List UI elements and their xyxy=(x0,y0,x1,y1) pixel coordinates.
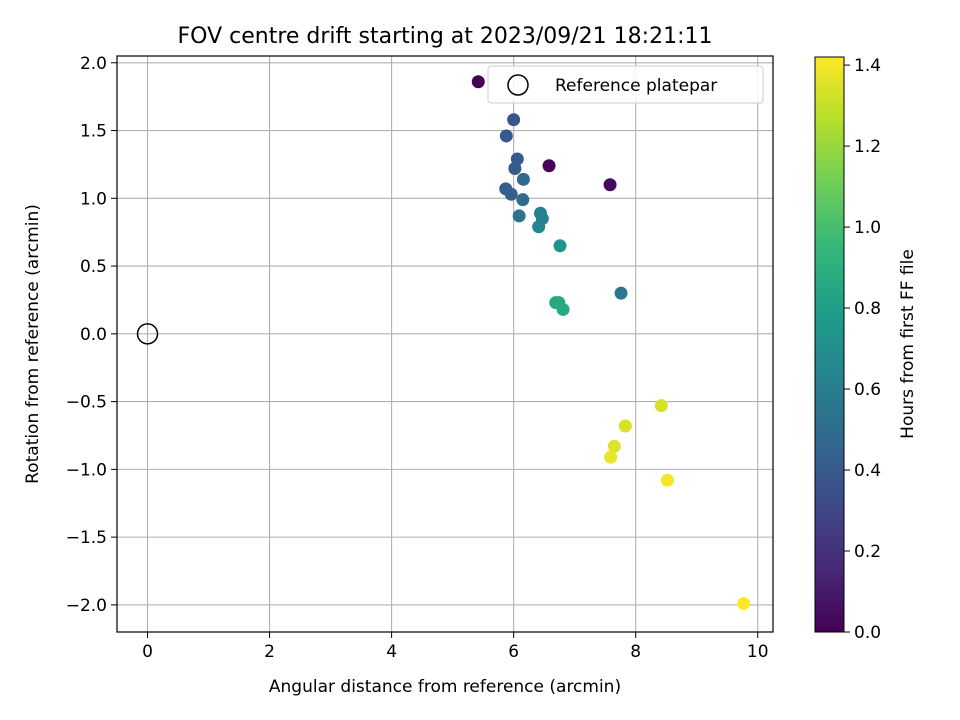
scatter-point xyxy=(737,597,751,611)
colorbar-tick-label: 1.0 xyxy=(854,218,881,238)
colorbar-label: Hours from first FF file xyxy=(898,249,918,439)
scatter-point xyxy=(618,419,632,433)
reference-marker-group xyxy=(136,323,159,345)
colorbar: 0.0 0.2 0.4 0.6 0.8 1.0 1.2 1.4 Hours from firs… xyxy=(814,56,918,643)
x-axis-ticks: 0 2 4 6 8 10 xyxy=(142,632,769,662)
y-tick-label: −1.0 xyxy=(66,460,107,480)
legend-label: Reference platepar xyxy=(555,76,717,96)
scatter-point xyxy=(471,75,485,89)
colorbar-tick-label: 1.4 xyxy=(854,56,881,76)
colorbar-tick-label: 0.2 xyxy=(854,542,881,562)
scatter-points xyxy=(471,75,751,611)
scatter-point xyxy=(604,450,618,464)
scatter-point xyxy=(556,302,570,316)
x-tick-label: 2 xyxy=(264,642,275,662)
scatter-point xyxy=(512,209,526,223)
y-axis-label: Rotation from reference (arcmin) xyxy=(23,204,43,484)
grid-lines xyxy=(117,56,773,632)
scatter-point xyxy=(542,159,556,173)
scatter-point xyxy=(607,439,621,453)
legend-box xyxy=(487,65,764,104)
colorbar-tick-label: 0.0 xyxy=(854,623,881,643)
x-tick-label: 0 xyxy=(142,642,153,662)
scatter-point xyxy=(516,172,530,186)
y-tick-label: −1.5 xyxy=(66,528,107,548)
x-axis-label: Angular distance from reference (arcmin) xyxy=(269,677,621,697)
plot-frame xyxy=(116,55,774,633)
colorbar-tick-label: 0.6 xyxy=(854,380,881,400)
scatter-point xyxy=(553,239,567,253)
y-tick-label: −0.5 xyxy=(66,393,107,413)
y-tick-label: 0.0 xyxy=(80,325,107,345)
scatter-point xyxy=(603,178,617,192)
scatter-point xyxy=(654,399,668,413)
colorbar-tick-label: 0.4 xyxy=(854,461,881,481)
reference-point xyxy=(136,323,159,345)
y-tick-label: 0.5 xyxy=(80,257,107,277)
scatter-point xyxy=(660,473,674,487)
colorbar-tick-label: 0.8 xyxy=(854,299,881,319)
colorbar-ticks: 0.0 0.2 0.4 0.6 0.8 1.0 1.2 1.4 xyxy=(844,56,881,643)
scatter-point xyxy=(507,113,521,127)
y-axis-ticks: −2.0 −1.5 −1.0 −0.5 0.0 0.5 1.0 1.5 2.0 xyxy=(66,54,117,616)
y-tick-label: 2.0 xyxy=(80,54,107,74)
scatter-point xyxy=(504,187,518,201)
colorbar-gradient xyxy=(814,56,845,633)
colorbar-tick-label: 1.2 xyxy=(854,137,881,157)
x-tick-label: 8 xyxy=(630,642,641,662)
chart-title: FOV centre drift starting at 2023/09/21 … xyxy=(178,24,713,49)
scatter-point xyxy=(614,286,628,300)
scatter-point xyxy=(499,129,513,143)
scatter-point xyxy=(516,193,530,207)
scatter-point xyxy=(532,220,546,234)
legend-marker xyxy=(507,74,529,96)
y-tick-label: −2.0 xyxy=(66,596,107,616)
y-tick-label: 1.0 xyxy=(80,189,107,209)
y-tick-label: 1.5 xyxy=(80,122,107,142)
x-tick-label: 10 xyxy=(747,642,769,662)
scatter-point xyxy=(508,161,522,175)
x-tick-label: 6 xyxy=(508,642,519,662)
legend: Reference platepar xyxy=(487,65,764,104)
x-tick-label: 4 xyxy=(386,642,397,662)
